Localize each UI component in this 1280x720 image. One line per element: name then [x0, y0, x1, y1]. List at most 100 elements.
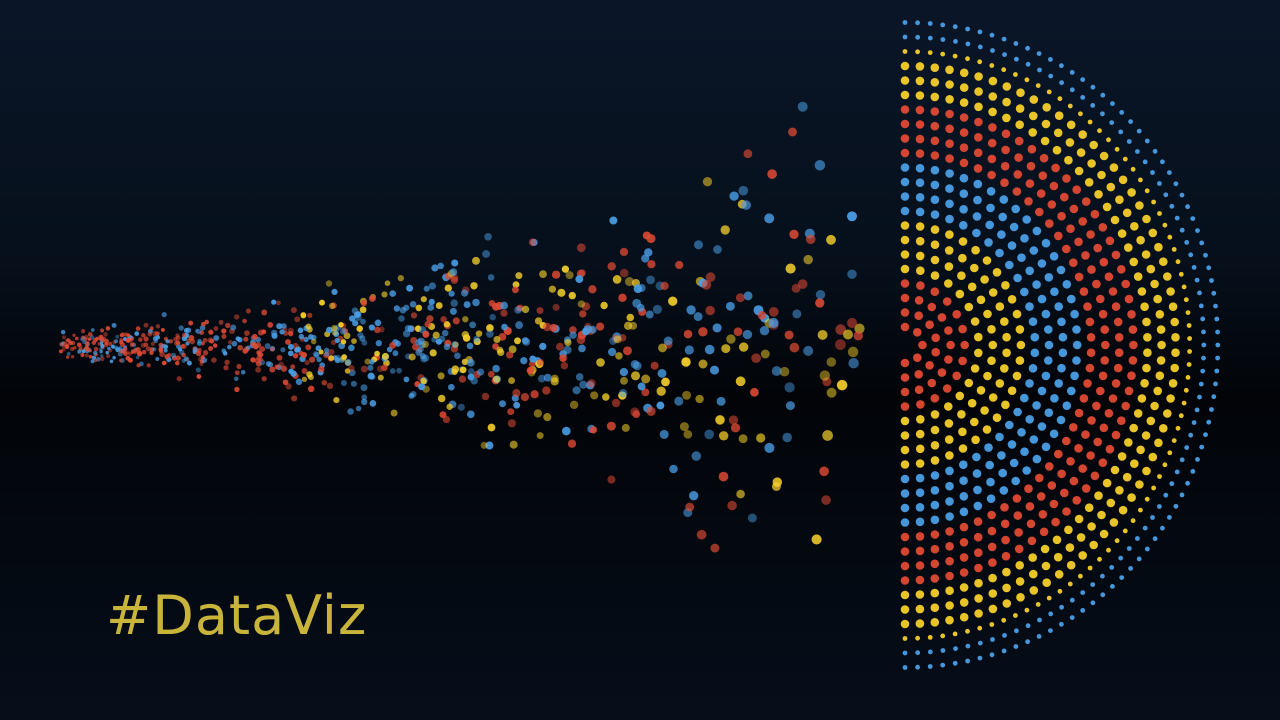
dot — [389, 290, 396, 297]
dot — [661, 377, 670, 387]
dot — [959, 205, 968, 214]
dot — [321, 379, 328, 386]
dot — [1173, 503, 1179, 509]
dot — [930, 603, 940, 612]
dot — [1128, 356, 1138, 365]
dot — [1059, 80, 1064, 86]
dot — [725, 301, 735, 311]
dot — [695, 394, 704, 404]
dot — [915, 105, 925, 115]
dot — [645, 310, 654, 319]
dot — [965, 26, 970, 32]
dot — [1067, 294, 1076, 304]
dot — [1138, 507, 1143, 513]
dot — [349, 315, 356, 322]
dot — [1069, 597, 1075, 603]
dot — [1054, 449, 1063, 459]
dot — [1187, 349, 1192, 354]
dot — [508, 377, 516, 385]
dot — [782, 432, 792, 443]
dot — [1070, 371, 1079, 381]
dot — [1065, 138, 1075, 147]
dot — [245, 308, 251, 314]
dot — [448, 290, 455, 297]
dot — [989, 32, 995, 38]
dot — [376, 365, 384, 373]
dot — [467, 368, 475, 375]
dot — [93, 350, 98, 355]
dot — [1114, 348, 1124, 358]
dot — [1111, 430, 1121, 440]
dot — [1187, 336, 1192, 341]
dot — [374, 350, 380, 357]
dot — [543, 413, 552, 422]
dot — [1113, 363, 1123, 373]
dot — [1211, 394, 1217, 400]
dot — [1106, 137, 1111, 143]
dot — [1072, 496, 1081, 505]
dot — [507, 408, 515, 416]
dot — [974, 102, 983, 112]
dot — [959, 158, 969, 168]
dot — [234, 376, 239, 382]
dot — [600, 301, 608, 310]
dot — [1014, 544, 1024, 554]
dot — [457, 403, 465, 411]
dot — [930, 425, 940, 435]
dot — [1137, 394, 1147, 403]
dot — [1144, 546, 1150, 552]
dot — [1099, 257, 1109, 267]
dot — [1080, 590, 1086, 595]
dot — [1143, 333, 1152, 342]
dot — [952, 310, 961, 319]
dot — [944, 419, 954, 428]
dot — [588, 285, 597, 294]
dot — [120, 342, 125, 348]
dot — [1199, 444, 1205, 450]
dot — [995, 432, 1004, 442]
dot — [1129, 257, 1138, 267]
dot — [449, 268, 458, 276]
dot — [1074, 444, 1083, 453]
dot — [959, 538, 969, 547]
dot — [915, 62, 925, 71]
dot — [1162, 222, 1168, 228]
dot — [364, 358, 371, 365]
dot — [992, 413, 1002, 423]
dot — [1094, 190, 1103, 199]
dot — [99, 349, 103, 354]
dot — [84, 353, 89, 358]
dot — [982, 256, 992, 265]
dot — [644, 248, 653, 257]
dot — [1109, 120, 1115, 125]
dot — [1090, 600, 1096, 606]
dot — [705, 305, 715, 316]
dot — [1002, 583, 1011, 593]
dot — [945, 169, 954, 178]
dot — [1066, 560, 1076, 570]
dot — [965, 56, 970, 62]
dot — [514, 306, 522, 314]
dot — [575, 275, 584, 284]
dot — [408, 353, 416, 361]
dot — [751, 353, 761, 364]
dot — [333, 397, 340, 404]
dot — [93, 346, 99, 352]
dot — [473, 338, 481, 346]
dot — [1175, 259, 1181, 265]
dot — [340, 380, 347, 386]
dot — [900, 373, 910, 382]
dot — [1154, 438, 1163, 448]
dot — [493, 335, 501, 344]
dot — [1084, 503, 1094, 512]
dot — [359, 306, 367, 314]
dot — [80, 352, 85, 358]
dot-cloud — [58, 20, 1221, 670]
dot — [255, 366, 262, 373]
dot — [276, 354, 283, 361]
dot — [945, 601, 954, 610]
dot — [143, 322, 149, 328]
dot — [965, 658, 970, 664]
dot — [381, 291, 388, 298]
dot — [819, 370, 830, 381]
